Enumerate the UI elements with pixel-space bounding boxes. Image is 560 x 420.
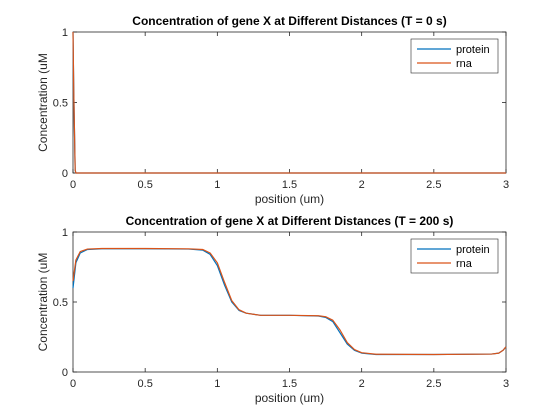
legend-label: protein (456, 44, 490, 56)
series-line-rna (72, 31, 506, 174)
y-tick-label: 1 (62, 27, 68, 39)
x-tick-label: 2.5 (426, 179, 441, 191)
x-axis-label: position (um) (255, 192, 324, 206)
x-tick-label: 3 (503, 179, 509, 191)
y-tick-label: 0.5 (53, 297, 68, 309)
x-axis-label: position (um) (255, 391, 324, 405)
chart-panel-top: Concentration of gene X at Different Dis… (36, 14, 509, 206)
y-tick-label: 0 (62, 367, 68, 379)
legend (410, 38, 499, 74)
x-tick-label: 0 (70, 378, 76, 390)
x-tick-label: 2 (359, 378, 365, 390)
x-tick-label: 2.5 (426, 378, 441, 390)
legend-label: protein (456, 244, 490, 256)
y-axis-label: Concentration (uM (36, 53, 50, 152)
legend-label: rna (456, 58, 473, 70)
x-tick-label: 0 (70, 179, 76, 191)
chart-title: Concentration of gene X at Different Dis… (132, 14, 446, 28)
legend-label: rna (456, 258, 473, 270)
x-tick-label: 1 (214, 179, 220, 191)
y-tick-label: 0.5 (53, 98, 68, 110)
x-tick-label: 0.5 (138, 378, 153, 390)
x-tick-label: 1.5 (282, 378, 297, 390)
y-tick-label: 0 (62, 168, 68, 180)
x-tick-label: 0.5 (138, 179, 153, 191)
chart-title: Concentration of gene X at Different Dis… (126, 214, 454, 228)
series-line-rna (72, 247, 507, 356)
x-tick-label: 1.5 (282, 179, 297, 191)
x-tick-label: 3 (503, 378, 509, 390)
chart-panel-bottom: Concentration of gene X at Different Dis… (36, 214, 509, 405)
x-tick-label: 1 (214, 378, 220, 390)
y-tick-label: 1 (62, 227, 68, 239)
x-tick-label: 2 (359, 179, 365, 191)
y-axis-label: Concentration (uM (36, 253, 50, 352)
legend (410, 238, 499, 274)
